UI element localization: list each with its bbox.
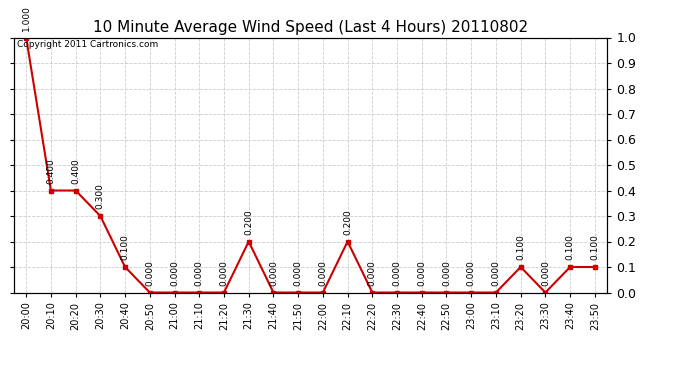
Text: 0.000: 0.000: [393, 260, 402, 285]
Text: 0.100: 0.100: [516, 234, 525, 260]
Text: 0.100: 0.100: [566, 234, 575, 260]
Text: 0.000: 0.000: [146, 260, 155, 285]
Text: 0.100: 0.100: [121, 234, 130, 260]
Text: 0.000: 0.000: [170, 260, 179, 285]
Text: 0.000: 0.000: [442, 260, 451, 285]
Text: 0.000: 0.000: [466, 260, 475, 285]
Text: 0.000: 0.000: [491, 260, 500, 285]
Text: 0.000: 0.000: [269, 260, 278, 285]
Title: 10 Minute Average Wind Speed (Last 4 Hours) 20110802: 10 Minute Average Wind Speed (Last 4 Hou…: [93, 20, 528, 35]
Text: 0.000: 0.000: [318, 260, 327, 285]
Text: 0.200: 0.200: [244, 209, 253, 234]
Text: 0.000: 0.000: [417, 260, 426, 285]
Text: 0.000: 0.000: [219, 260, 228, 285]
Text: 0.300: 0.300: [96, 183, 105, 209]
Text: 0.000: 0.000: [541, 260, 550, 285]
Text: Copyright 2011 Cartronics.com: Copyright 2011 Cartronics.com: [17, 40, 158, 49]
Text: 1.000: 1.000: [21, 4, 30, 30]
Text: 0.200: 0.200: [343, 209, 352, 234]
Text: 0.400: 0.400: [71, 158, 80, 183]
Text: 0.000: 0.000: [368, 260, 377, 285]
Text: 0.100: 0.100: [591, 234, 600, 260]
Text: 0.000: 0.000: [195, 260, 204, 285]
Text: 0.000: 0.000: [294, 260, 303, 285]
Text: 0.400: 0.400: [46, 158, 55, 183]
